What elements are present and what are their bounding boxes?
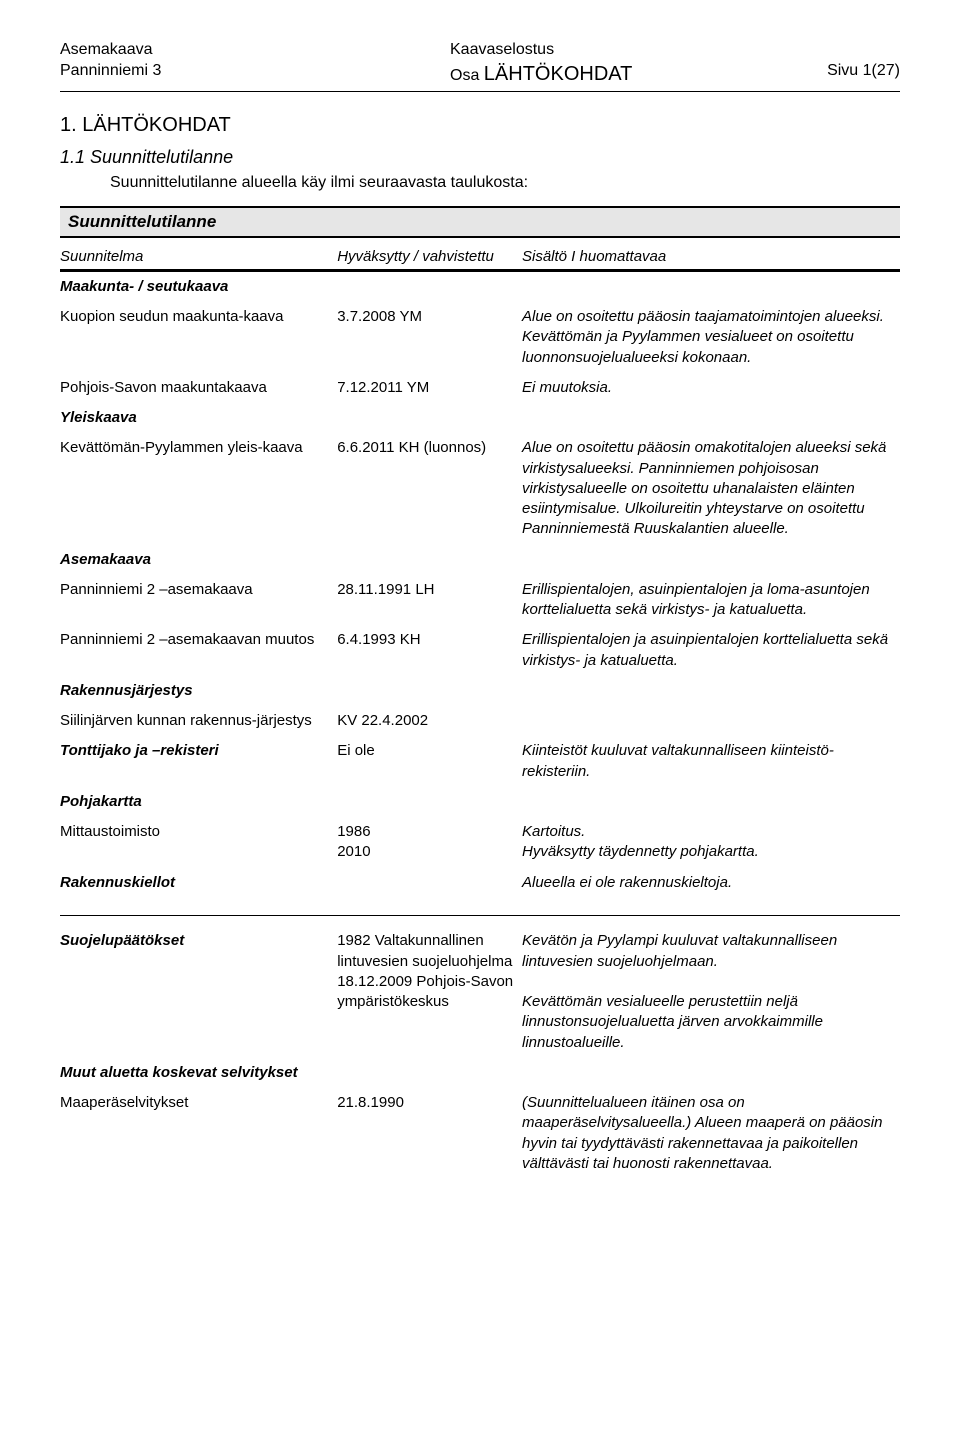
- section-bar: Suunnittelutilanne: [60, 206, 900, 238]
- group-head: Suojelupäätökset: [60, 926, 337, 1058]
- header-left-1: Asemakaava: [60, 40, 390, 61]
- group-head: Maakunta- / seutukaava: [60, 270, 900, 302]
- header-osa: Osa: [450, 67, 479, 84]
- table-cell: (Suunnittelualueen itäinen osa on maaper…: [522, 1088, 900, 1179]
- table-cell: Kiinteistöt kuuluvat valtakunnalliseen k…: [522, 736, 900, 787]
- table-cell: Panninniemi 2 –asemakaava: [60, 575, 337, 626]
- header-center-1: Kaavaselostus: [450, 40, 780, 61]
- doc-header: Asemakaava Kaavaselostus: [60, 40, 900, 61]
- table-cell: Siilinjärven kunnan rakennus-järjestys: [60, 706, 337, 736]
- table-cell: 3.7.2008 YM: [337, 302, 522, 373]
- group-head: Tonttijako ja –rekisteri: [60, 736, 337, 787]
- col-header-3: Sisältö I huomattavaa: [522, 244, 900, 271]
- table-cell: Maaperäselvitykset: [60, 1088, 337, 1179]
- col-header-2: Hyväksytty / vahvistettu: [337, 244, 522, 271]
- table-cell: 28.11.1991 LH: [337, 575, 522, 626]
- table-cell: Erillispientalojen, asuinpientalojen ja …: [522, 575, 900, 626]
- table-cell: 6.6.2011 KH (luonnos): [337, 433, 522, 544]
- doc-header-row2: Panninniemi 3 Osa LÄHTÖKOHDAT Sivu 1(27): [60, 61, 900, 87]
- table-cell: Mittaustoimisto: [60, 817, 337, 868]
- table-cell: Alue on osoitettu pääosin taajamatoimint…: [522, 302, 900, 373]
- header-left-2: Panninniemi 3: [60, 61, 390, 82]
- page-number: Sivu 1(27): [827, 62, 900, 79]
- table-cell: 7.12.2011 YM: [337, 373, 522, 403]
- table-cell: Kevätön ja Pyylampi kuuluvat valtakunnal…: [522, 926, 900, 1058]
- table-cell: [522, 706, 900, 736]
- table-cell: Alueella ei ole rakennuskieltoja.: [522, 868, 900, 898]
- group-head: Yleiskaava: [60, 403, 900, 433]
- group-head: Muut aluetta koskevat selvitykset: [60, 1058, 900, 1088]
- table-cell: 21.8.1990: [337, 1088, 522, 1179]
- table-cell: Ei ole: [337, 736, 522, 787]
- table-cell: Panninniemi 2 –asemakaavan muutos: [60, 625, 337, 676]
- table-cell: Kuopion seudun maakunta-kaava: [60, 302, 337, 373]
- header-section-big: LÄHTÖKOHDAT: [484, 63, 633, 85]
- heading-1: 1. LÄHTÖKOHDAT: [60, 114, 900, 137]
- intro-text: Suunnittelutilanne alueella käy ilmi seu…: [110, 174, 900, 192]
- group-head: Rakennusjärjestys: [60, 676, 900, 706]
- table-cell: 6.4.1993 KH: [337, 625, 522, 676]
- group-head: Pohjakartta: [60, 787, 900, 817]
- table-cell: KV 22.4.2002: [337, 706, 522, 736]
- table-cell: 19862010: [337, 817, 522, 868]
- table-cell: Kevättömän-Pyylammen yleis-kaava: [60, 433, 337, 544]
- heading-1-1: 1.1 Suunnittelutilanne: [60, 147, 900, 168]
- table-cell: [337, 868, 522, 898]
- table-cell: Pohjois-Savon maakuntakaava: [60, 373, 337, 403]
- plan-table: Suunnitelma Hyväksytty / vahvistettu Sis…: [60, 244, 900, 1179]
- table-cell: Erillispientalojen ja asuinpientalojen k…: [522, 625, 900, 676]
- group-head: Asemakaava: [60, 545, 900, 575]
- table-cell: Alue on osoitettu pääosin omakotitalojen…: [522, 433, 900, 544]
- group-head: Rakennuskiellot: [60, 868, 337, 898]
- table-cell: 1982 Valtakunnallinen lintuvesien suojel…: [337, 926, 522, 1058]
- table-cell: Kartoitus.Hyväksytty täydennetty pohjaka…: [522, 817, 900, 868]
- table-cell: Ei muutoksia.: [522, 373, 900, 403]
- col-header-1: Suunnitelma: [60, 244, 337, 271]
- header-rule: [60, 91, 900, 92]
